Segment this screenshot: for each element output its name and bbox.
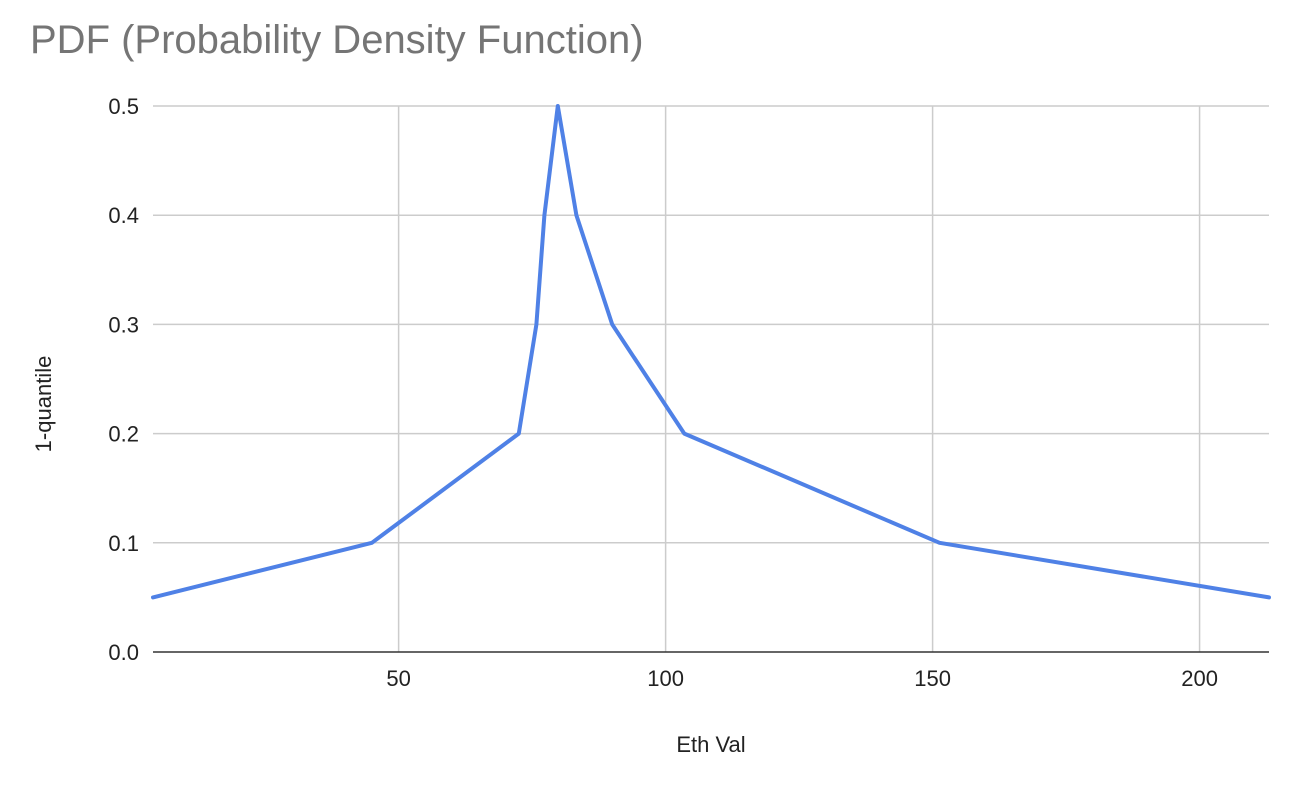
x-tick-label: 50: [386, 666, 410, 691]
y-tick-label: 0.2: [108, 422, 139, 447]
axis-layer: 0.0 0.1 0.2 0.3 0.4 0.5 50 100 150 200: [108, 94, 1269, 691]
x-tick-label: 100: [647, 666, 684, 691]
grid-layer: [153, 105, 1269, 652]
y-tick-label: 0.3: [108, 312, 139, 337]
y-tick-label: 0.1: [108, 531, 139, 556]
y-tick-label: 0.0: [108, 640, 139, 665]
chart-title: PDF (Probability Density Function): [30, 18, 644, 62]
y-axis-label: 1-quantile: [31, 356, 56, 453]
series-line: [151, 104, 1271, 600]
x-tick-label: 200: [1181, 666, 1218, 691]
x-axis-label: Eth Val: [676, 732, 745, 757]
y-tick-label: 0.4: [108, 203, 139, 228]
series-layer: [151, 104, 1271, 600]
y-tick-label: 0.5: [108, 94, 139, 119]
x-tick-label: 150: [914, 666, 951, 691]
